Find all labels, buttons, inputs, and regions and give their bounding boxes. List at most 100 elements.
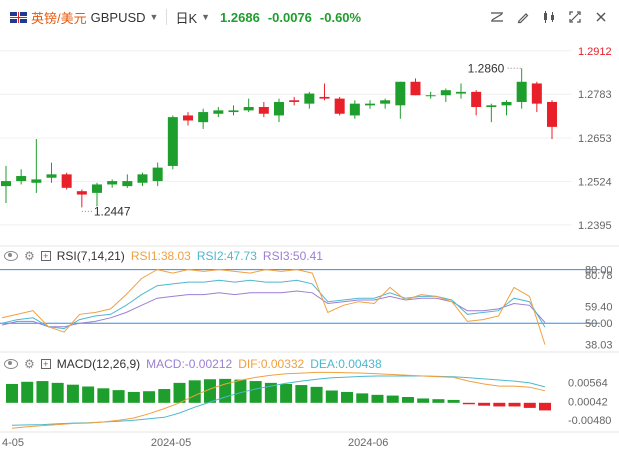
close-icon[interactable] <box>591 8 611 26</box>
symbol-dropdown-icon[interactable]: ▼ <box>149 12 159 22</box>
candle-body <box>334 98 345 114</box>
candle-body <box>258 107 269 114</box>
macd-histogram-bar <box>356 393 369 403</box>
price-change: -0.0076 <box>267 9 312 25</box>
candle-body <box>243 107 254 111</box>
dif-label: DIF:0.00332 <box>238 357 305 371</box>
macd-histogram-bar <box>478 402 491 406</box>
gear-icon[interactable]: ⚙ <box>24 249 35 263</box>
chart-toolbar: 英镑/美元 GBPUSD ▼ 日K ▼ 1.2686 -0.0076 -0.60… <box>0 0 619 34</box>
candle-body <box>349 103 360 116</box>
rsi-name: RSI(7,14,21) <box>56 249 125 263</box>
macd-histogram-bar <box>371 394 384 403</box>
price-axis-label: 1.2912 <box>578 46 612 58</box>
macd-histogram-bar <box>234 379 247 403</box>
macd-histogram-bar <box>310 386 323 403</box>
candle-body <box>228 110 239 113</box>
candle-body <box>274 101 284 116</box>
macd-histogram-bar <box>264 382 277 403</box>
rsi-legend: ⚙ + RSI(7,14,21) RSI1:38.03 RSI2:47.73 R… <box>4 249 323 263</box>
symbol-name[interactable]: 英镑/美元 <box>31 10 87 26</box>
macd-axis-label: 0.00042 <box>568 396 608 408</box>
macd-histogram-bar <box>36 381 49 403</box>
expand-icon[interactable] <box>565 8 585 26</box>
draw-tool-icon[interactable] <box>487 8 507 26</box>
macd-histogram-bar <box>21 381 34 403</box>
candle-body <box>76 191 87 195</box>
candle-body <box>425 95 436 97</box>
symbol-code[interactable]: GBPUSD <box>90 9 146 25</box>
macd-histogram-bar <box>249 381 262 403</box>
macd-histogram-bar <box>386 395 399 403</box>
dea-label: DEA:0.00438 <box>310 357 382 371</box>
indicator-icon[interactable] <box>539 8 559 26</box>
divider <box>166 9 168 25</box>
candle-body <box>486 105 497 108</box>
macd-histogram-bar <box>127 391 140 403</box>
macd-axis-label: 0.00564 <box>568 377 608 389</box>
candle-body <box>198 112 209 123</box>
rsi1-label: RSI1:38.03 <box>130 249 191 263</box>
rsi3-line <box>1 290 546 328</box>
rsi3-label: RSI3:50.41 <box>262 249 323 263</box>
macd-histogram-bar <box>325 390 338 403</box>
date-axis-label: 2024-05 <box>151 437 191 449</box>
eye-icon[interactable] <box>4 359 18 369</box>
macd-histogram-bar <box>188 380 201 403</box>
macd-axis-label: -0.00480 <box>568 415 611 427</box>
candle-body <box>516 81 527 102</box>
macd-histogram-bar <box>341 391 354 403</box>
candle-body <box>122 181 133 187</box>
candle-body <box>531 83 542 104</box>
macd-histogram-bar <box>82 386 95 403</box>
macd-histogram-bar <box>6 383 18 403</box>
toolbar-tools <box>487 8 611 26</box>
candle-body <box>410 81 421 96</box>
macd-histogram-bar <box>508 402 521 407</box>
pencil-icon[interactable] <box>513 8 533 26</box>
gear-icon[interactable]: ⚙ <box>24 357 35 371</box>
macd-histogram-bar <box>97 388 110 403</box>
candle-body <box>92 184 102 193</box>
macd-histogram-bar <box>143 391 156 403</box>
date-axis-label: 4-05 <box>2 437 24 449</box>
macd-histogram-bar <box>432 399 445 403</box>
candle-body <box>365 103 375 106</box>
collapse-box-icon[interactable]: + <box>40 359 51 369</box>
macd-histogram-bar <box>447 399 460 403</box>
price-axis-label: 1.2395 <box>578 220 612 232</box>
timeframe-selector[interactable]: 日K <box>175 10 198 26</box>
macd-histogram-bar <box>539 402 551 411</box>
candle-body <box>304 93 315 104</box>
timeframe-dropdown-icon[interactable]: ▼ <box>201 12 211 22</box>
date-axis-label: 2024-06 <box>348 437 388 449</box>
candle-body <box>31 179 42 183</box>
macd-histogram-bar <box>417 398 430 403</box>
candle-body <box>152 167 163 182</box>
candle-body <box>16 176 27 182</box>
candle-body <box>183 115 193 121</box>
macd-histogram-bar <box>295 385 308 403</box>
macd-histogram-bar <box>173 382 186 403</box>
rsi2-line <box>1 279 546 330</box>
candle-body <box>46 174 57 178</box>
macd-histogram-bar <box>158 389 171 403</box>
macd-histogram-bar <box>280 383 293 403</box>
candle-body <box>167 117 178 166</box>
collapse-box-icon[interactable]: + <box>40 251 51 261</box>
eye-icon[interactable] <box>4 251 18 261</box>
low-annotation: 1.2447 <box>94 204 131 218</box>
candle-body <box>501 101 512 106</box>
macd-name: MACD(12,26,9) <box>56 357 141 371</box>
macd-histogram-bar <box>493 402 506 407</box>
candle-body <box>395 81 406 106</box>
price-axis-label: 1.2653 <box>578 133 612 145</box>
macd-histogram-bar <box>51 382 64 403</box>
gb-flag-icon <box>10 11 27 23</box>
candle-body <box>137 174 148 183</box>
rsi-axis-label: 80.78 <box>585 270 613 282</box>
price-axis-label: 1.2524 <box>578 176 612 188</box>
rsi-axis-label: 80.00 <box>585 265 613 277</box>
macd-histogram-bar <box>203 379 216 403</box>
